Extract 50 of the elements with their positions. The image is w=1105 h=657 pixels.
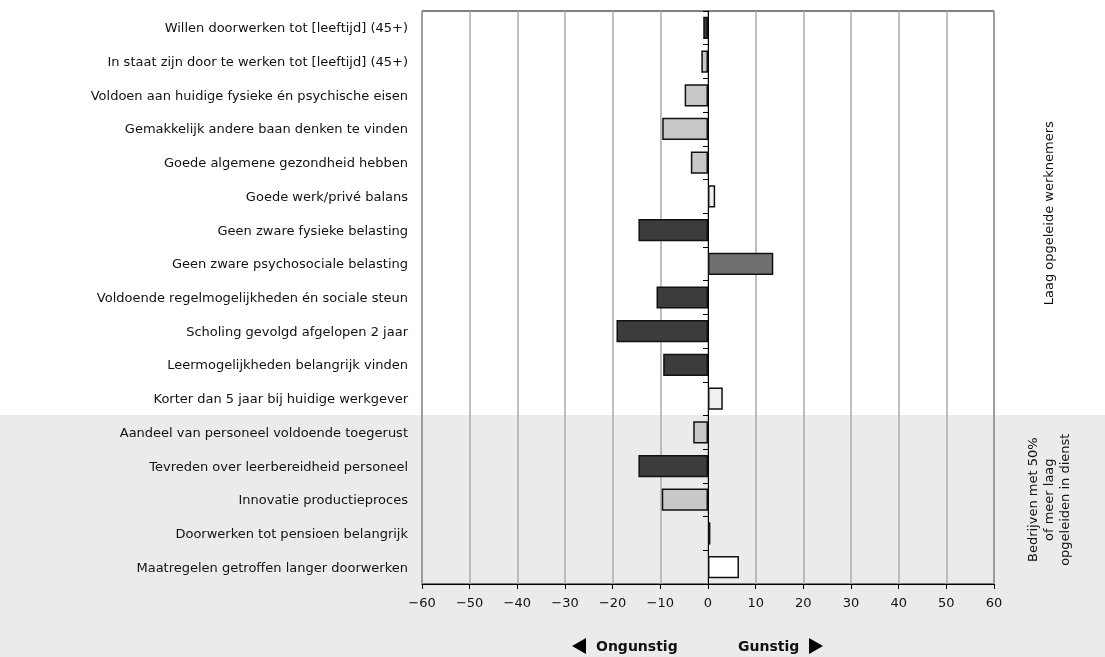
bar	[662, 117, 708, 141]
text: Bedrijven met 50% of meer laag opgeleiden in dienst	[1024, 433, 1072, 566]
x-tick-label: 40	[890, 595, 907, 610]
y-tick-label: Willen doorwerken tot [leeftijd] (45+)	[164, 20, 408, 36]
x-tick-label: 60	[985, 595, 1003, 610]
y-tick-label: Geen zware psychosociale belasting	[171, 256, 408, 272]
x-tick-label: 20	[795, 595, 812, 610]
x-tick-label: −40	[503, 595, 532, 610]
y-tick-label: Innovatie productieproces	[238, 492, 409, 508]
bar	[708, 185, 716, 208]
bar	[708, 252, 774, 275]
y-tick-label: Maatregelen getroffen langer doorwerken	[136, 559, 408, 575]
x-tick-label: −10	[646, 595, 675, 610]
bar	[638, 218, 708, 242]
y-tick-label: Goede werk/privé balans	[245, 188, 409, 204]
y-tick-label: Tevreden over leerbereidheid personeel	[148, 458, 408, 474]
bar	[708, 556, 739, 579]
y-tick-label: In staat zijn door te werken tot [leeftijd] (45+)	[107, 54, 408, 70]
bar	[690, 151, 708, 174]
bar	[701, 50, 708, 73]
bar	[661, 488, 708, 511]
bar	[684, 84, 708, 107]
x-tick-label: −20	[598, 595, 627, 610]
text: Ongunstig	[596, 638, 678, 654]
y-tick-label: Geen zware fysieke belasting	[217, 222, 408, 238]
x-tick-label: −30	[551, 595, 579, 610]
bar	[656, 286, 708, 309]
y-tick-label: Korter dan 5 jaar bij huidige werkgever	[153, 391, 409, 407]
x-tick-label: −50	[455, 595, 484, 610]
bar	[693, 421, 708, 444]
bar	[703, 16, 708, 39]
y-tick-label: Voldoende regelmogelijkheden én sociale steun	[96, 290, 408, 305]
y-tick-label: Aandeel van personeel voldoende toegerust	[119, 424, 408, 440]
y-tick-label: Scholing gevolgd afgelopen 2 jaar	[186, 323, 409, 339]
bar	[708, 387, 723, 410]
x-tick-label: −60	[408, 595, 436, 610]
x-tick-label: 0	[703, 595, 713, 610]
x-tick-label: 30	[842, 595, 860, 610]
text: Gunstig	[738, 638, 800, 654]
x-tick-label: 50	[938, 595, 955, 610]
bar	[638, 454, 708, 478]
x-tick-label: 10	[747, 595, 764, 610]
text: Laag opgeleide werknemers	[1040, 120, 1056, 306]
bar	[663, 353, 708, 377]
y-tick-label: Doorwerken tot pensioen belangrijk	[175, 525, 409, 541]
y-tick-label: Gemakkelijk andere baan denken te vinden	[124, 121, 408, 137]
bar	[616, 320, 708, 343]
y-tick-label: Voldoen aan huidige fysieke én psychische eisen	[90, 87, 408, 103]
y-tick-label: Goede algemene gezondheid hebben	[164, 155, 408, 171]
y-tick-label: Leermogelijkheden belangrijk vinden	[167, 357, 408, 373]
